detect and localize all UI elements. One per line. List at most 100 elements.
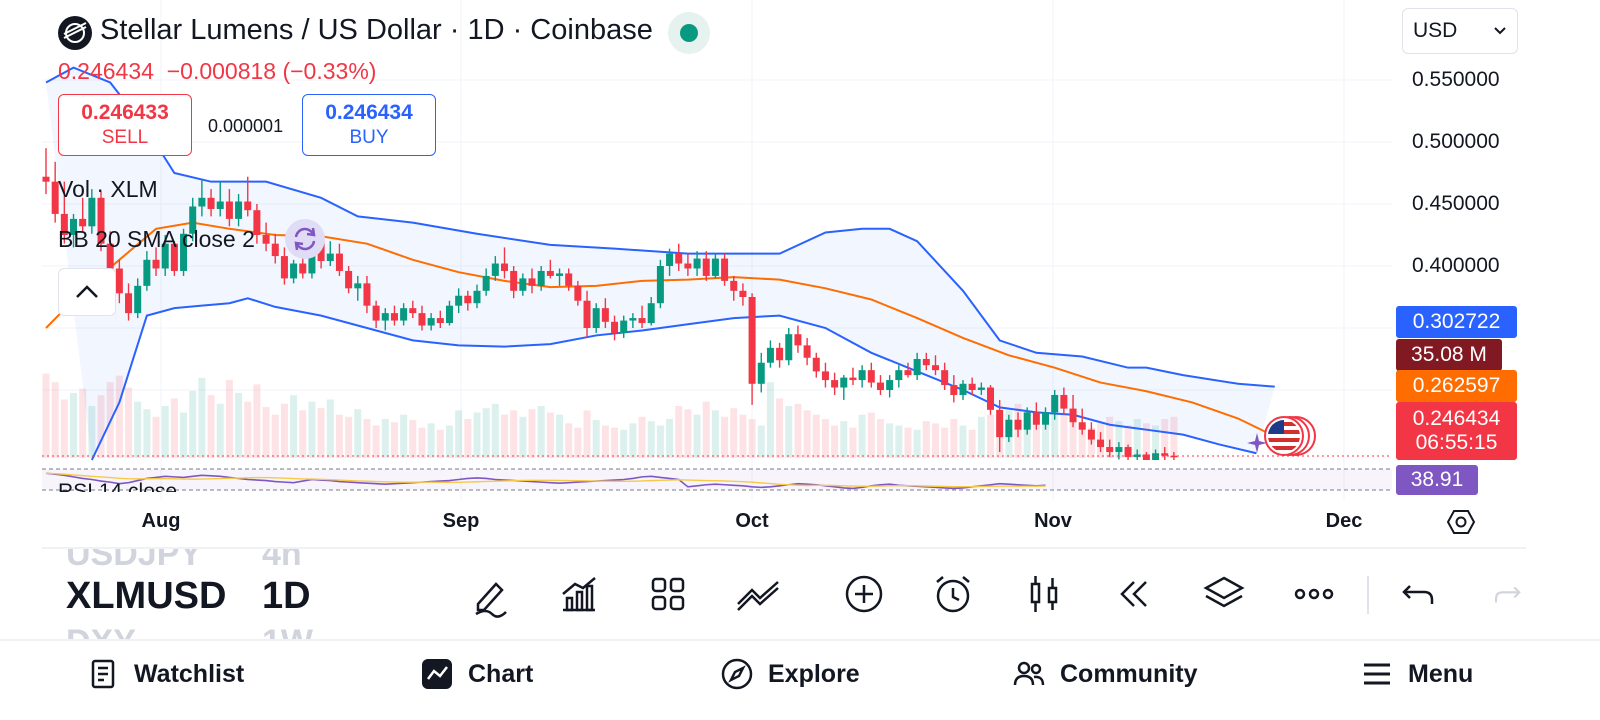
- nav-chart[interactable]: Chart: [420, 652, 533, 696]
- candle: [418, 313, 426, 326]
- bb-indicator-label[interactable]: BB 20 SMA close 2: [58, 226, 255, 252]
- volume-bar: [354, 409, 362, 458]
- candle: [51, 181, 59, 214]
- chart-settings-icon[interactable]: [1446, 507, 1476, 537]
- candle: [1097, 439, 1105, 448]
- candle-type-icon[interactable]: [1020, 570, 1068, 618]
- volume-bar: [1060, 414, 1068, 458]
- volume-bar: [519, 416, 527, 458]
- candle: [840, 377, 848, 388]
- volume-bar: [776, 398, 784, 458]
- redo-icon[interactable]: [1486, 570, 1526, 618]
- candle: [253, 210, 261, 235]
- volume-bar: [785, 406, 793, 458]
- indicators-icon[interactable]: [555, 570, 603, 618]
- candle: [904, 370, 912, 376]
- candle: [528, 278, 536, 286]
- symbol-interval: 1D: [262, 575, 311, 617]
- volume-bar: [977, 416, 985, 458]
- symbol-option[interactable]: USDJPY 4h: [66, 549, 302, 574]
- candle: [170, 243, 178, 271]
- volume-bar: [501, 414, 508, 458]
- candle: [730, 280, 738, 291]
- volume-bar: [629, 423, 637, 458]
- stellar-logo: [58, 16, 92, 50]
- volume-bar: [510, 410, 518, 458]
- volume-bar: [739, 414, 747, 458]
- volume-bar: [913, 429, 921, 458]
- candle: [702, 258, 710, 276]
- volume-bar: [904, 427, 912, 458]
- bb-upper-label: 0.302722: [1396, 306, 1517, 338]
- add-icon[interactable]: [840, 570, 888, 618]
- volume-bar: [60, 399, 68, 458]
- candle: [354, 283, 362, 289]
- volume-bar: [941, 427, 949, 458]
- buy-button[interactable]: 0.246434 BUY: [302, 94, 436, 156]
- volume-bar: [1051, 410, 1059, 458]
- volume-bar: [611, 427, 619, 458]
- nav-menu[interactable]: Menu: [1360, 652, 1473, 696]
- collapse-legend-button[interactable]: [58, 268, 116, 316]
- more-icon[interactable]: [1290, 570, 1338, 618]
- symbol-option-selected[interactable]: XLMUSD 1D: [66, 575, 311, 618]
- candle: [42, 176, 50, 182]
- sell-label: SELL: [101, 127, 149, 148]
- alert-clock-icon[interactable]: [929, 570, 977, 618]
- symbol-title[interactable]: Stellar Lumens / US Dollar · 1D · Coinba…: [100, 14, 653, 46]
- rsi-band: [42, 469, 1392, 490]
- rsi-line: [45, 472, 1046, 490]
- symbol-picker[interactable]: USDJPY 4h XLMUSD 1D DXY 1W: [60, 549, 360, 639]
- volume-bar: [299, 410, 307, 458]
- sparkle-icon[interactable]: [1246, 432, 1268, 454]
- nav-explore[interactable]: Explore: [720, 652, 860, 696]
- volume-bar: [170, 398, 178, 458]
- chevron-up-icon: [76, 285, 98, 298]
- volume-bar: [161, 406, 169, 458]
- candle: [785, 334, 793, 361]
- refresh-icon[interactable]: [284, 218, 326, 260]
- candle: [400, 308, 408, 321]
- candle: [574, 285, 582, 301]
- trend-line-icon[interactable]: [734, 570, 782, 618]
- volume-bar: [482, 408, 490, 458]
- volume-bar: [51, 382, 59, 458]
- undo-icon[interactable]: [1396, 570, 1444, 618]
- candle: [1152, 453, 1160, 460]
- volume-bar: [565, 423, 573, 458]
- symbol-option[interactable]: DXY 1W: [66, 623, 313, 639]
- candle: [299, 263, 307, 274]
- volume-bar: [363, 419, 371, 458]
- volume-indicator-label[interactable]: Vol · XLM: [58, 176, 158, 202]
- compass-icon: [721, 658, 753, 690]
- volume-bar: [1170, 416, 1178, 458]
- replay-icon[interactable]: [1110, 570, 1158, 618]
- sell-button[interactable]: 0.246433 SELL: [58, 94, 192, 156]
- market-status-icon[interactable]: [668, 12, 710, 54]
- layout-grid-icon[interactable]: [644, 570, 692, 618]
- currency-select[interactable]: USD: [1402, 8, 1518, 54]
- buy-price: 0.246434: [325, 101, 413, 124]
- candle: [1106, 447, 1114, 452]
- volume-bar: [803, 410, 811, 458]
- chart-icon: [422, 659, 452, 689]
- candle: [794, 334, 802, 346]
- volume-bar: [125, 387, 133, 458]
- drawing-tool-icon[interactable]: [466, 570, 514, 618]
- candle: [225, 201, 233, 219]
- candle: [372, 305, 380, 321]
- nav-label: Chart: [468, 659, 534, 688]
- economic-events-icon[interactable]: [1260, 414, 1318, 458]
- bb-basis-line: [45, 221, 1276, 438]
- candle: [106, 243, 114, 269]
- rsi-indicator-label[interactable]: RSI 14 close: [58, 480, 178, 492]
- volume-bar: [638, 416, 646, 458]
- candle: [721, 258, 729, 281]
- price-change-row: 0.246434 −0.000818 (−0.33%): [58, 58, 376, 85]
- nav-watchlist[interactable]: Watchlist: [86, 652, 244, 696]
- nav-community[interactable]: Community: [1012, 652, 1198, 696]
- candle: [977, 387, 985, 390]
- candle: [739, 290, 747, 297]
- layers-icon[interactable]: [1200, 570, 1248, 618]
